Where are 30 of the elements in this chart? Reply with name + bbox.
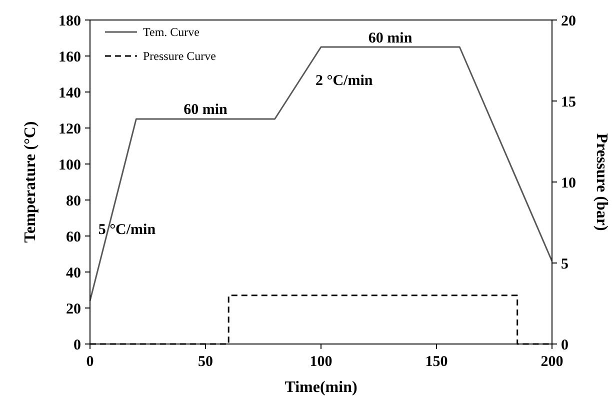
- y-tick-label: 160: [58, 49, 81, 66]
- x-tick-label: 150: [425, 354, 448, 370]
- y-tick-label: 60: [66, 229, 81, 246]
- y2-tick-label: 5: [561, 256, 568, 272]
- y2-tick-label: 20: [561, 13, 576, 30]
- y2-axis-title: Pressure (bar): [593, 133, 610, 231]
- annotation: 60 min: [184, 102, 228, 118]
- y-tick-label: 120: [58, 121, 81, 138]
- annotation: 60 min: [368, 30, 413, 47]
- annotation: 5 °C/min: [98, 222, 156, 238]
- y-tick-label: 100: [58, 157, 81, 174]
- x-tick-label: 50: [198, 354, 213, 370]
- y-tick-label: 40: [66, 265, 81, 282]
- y-tick-label: 0: [74, 337, 81, 354]
- x-tick-label: 0: [86, 354, 94, 370]
- line-series: [89, 46, 553, 302]
- y2-tick-label: 10: [561, 175, 576, 192]
- x-tick-label: 200: [540, 354, 564, 370]
- x-axis-title: Time(min): [284, 379, 358, 396]
- annotation: 2 °C/min: [315, 72, 374, 89]
- y-tick-label: 80: [66, 193, 81, 210]
- x-tick-label: 100: [310, 354, 332, 370]
- legend-label: Tem. Curve: [143, 25, 200, 40]
- y-tick-label: 140: [58, 85, 81, 102]
- y-tick-label: 180: [58, 13, 81, 30]
- y2-tick-label: 0: [561, 337, 568, 354]
- y-tick-label: 20: [66, 301, 81, 318]
- y2-tick-label: 15: [561, 94, 576, 110]
- legend-label: Pressure Curve: [143, 49, 216, 64]
- y-axis-title: Temperature (°C): [22, 121, 39, 243]
